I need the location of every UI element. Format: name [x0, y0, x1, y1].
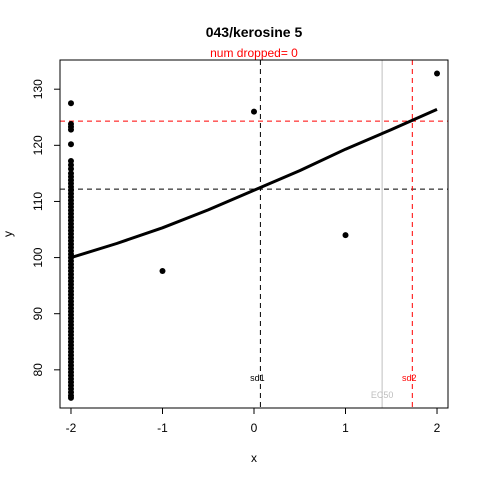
y-axis: 80 90 100 110 120 130: [31, 79, 60, 377]
data-point: [251, 108, 257, 115]
reference-line-label: EC50: [371, 390, 394, 400]
fit-curve-group: [70, 108, 438, 260]
data-point: [342, 232, 349, 239]
x-axis: -2 -1 0 1 2: [66, 408, 441, 435]
data-point: [67, 394, 74, 401]
data-point: [67, 126, 74, 133]
reference-line-label: sd2: [402, 373, 417, 383]
data-point: [67, 141, 74, 148]
x-tick-label: 0: [251, 421, 258, 435]
x-tick-label: -2: [66, 421, 77, 435]
data-point: [67, 165, 74, 172]
data-point: [434, 70, 441, 77]
y-tick-label: 120: [31, 135, 45, 155]
y-tick-label: 100: [31, 247, 45, 267]
data-point: [67, 100, 74, 107]
data-point: [159, 268, 166, 275]
chart-subtitle: num dropped= 0: [210, 46, 298, 60]
reference-line-label: sd1: [250, 373, 265, 383]
reference-lines: [60, 60, 448, 408]
chart-title: 043/kerosine 5: [206, 24, 303, 40]
x-tick-label: 1: [342, 421, 349, 435]
data-points: [67, 70, 441, 401]
y-axis-label: y: [1, 231, 15, 237]
fit-curve: [70, 108, 438, 260]
y-tick-label: 90: [31, 307, 45, 321]
reference-line-labels: sd1 sd2 EC50: [250, 373, 416, 400]
x-tick-label: 2: [434, 421, 441, 435]
y-tick-label: 80: [31, 363, 45, 377]
x-axis-label: x: [251, 451, 257, 465]
x-tick-label: -1: [157, 421, 168, 435]
y-tick-label: 110: [31, 192, 45, 211]
y-tick-label: 130: [31, 79, 45, 99]
